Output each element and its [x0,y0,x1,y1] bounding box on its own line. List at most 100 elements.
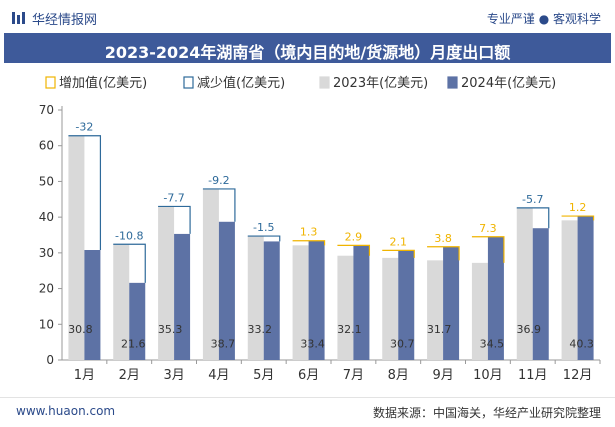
change-label: -10.8 [115,229,143,242]
legend-swatch-4 [447,76,458,89]
top-bar: 华经情报网 专业严谨 ● 客观科学 [0,0,615,33]
y-tick-label: 10 [39,317,54,331]
bar-2023 [382,257,399,360]
bar-2023 [158,206,175,360]
bar-2024 [532,228,549,360]
legend-swatch-2 [183,76,194,89]
legend-label-4: 2024年(亿美元) [461,76,556,91]
labels: -32 30.8 -10.8 21.6 -7.7 35.3 -9.2 38.7 -1.5 33.2… [68,121,594,351]
decrease-marker [247,235,281,242]
value-label-2024: 21.6 [121,338,146,351]
change-label: -7.7 [163,191,184,204]
change-label: 2.9 [345,230,363,243]
axes: 0 10 20 30 40 50 60 70 1月 2月 3月 4月 5月 6月 7月 8月 9月 10月 11月 1… [39,103,601,383]
legend-label-1: 增加值(亿美元) [59,75,147,91]
bar-2023 [113,244,130,360]
legend-swatch-3 [319,76,330,89]
increase-marker [292,240,326,246]
bar-2024 [129,282,146,360]
bar-2023 [516,207,533,360]
x-tick-label: 6月 [298,368,319,383]
bar-2024 [263,241,280,360]
y-tick-label: 50 [39,174,54,188]
y-tick-label: 20 [39,282,54,296]
bar-2024 [174,233,191,360]
x-tick-label: 10月 [473,368,503,383]
value-label-2024: 34.5 [480,338,505,351]
change-label: -9.2 [208,174,229,187]
bar-2024 [218,221,235,360]
value-label-2024: 36.9 [517,323,542,336]
x-tick-label: 8月 [388,368,409,383]
bar-2024 [443,246,460,360]
change-label: 1.3 [300,226,318,239]
value-label-2024: 31.7 [427,323,452,336]
change-label: -32 [75,121,93,134]
decrease-marker [68,135,102,250]
bar-2023 [471,262,488,360]
chart-title: 2023-2024年湖南省（境内目的地/货源地）月度出口额 [104,43,511,62]
x-tick-label: 5月 [253,368,274,383]
y-tick-label: 70 [39,103,54,117]
bar-2024 [353,245,370,360]
y-tick-label: 60 [39,139,54,153]
bar-2023 [427,260,444,360]
increase-marker [427,246,460,261]
footer: www.huaon.com 数据来源：中国海关，华经产业研究院整理 [0,397,615,427]
value-label-2024: 35.3 [158,323,183,336]
value-label-2024: 33.4 [300,338,325,351]
x-tick-label: 11月 [518,368,548,383]
bar-2024 [487,236,504,360]
value-label-2024: 32.1 [337,323,362,336]
legend: 增加值(亿美元) 减少值(亿美元) 2023年(亿美元) 2024年(亿美元) [45,75,556,91]
y-tick-label: 0 [46,353,54,367]
y-tick-label: 30 [39,246,54,260]
change-label: 2.1 [390,235,408,248]
logo-icon [12,12,25,24]
increase-marker [382,249,415,258]
increase-marker [561,215,595,221]
x-tick-label: 4月 [208,368,229,383]
x-tick-label: 1月 [74,368,95,383]
change-label: 3.8 [434,232,452,245]
decrease-marker [158,205,191,234]
bar-2023 [337,255,354,360]
bar-2024 [308,240,325,360]
bar-2023 [292,245,309,360]
x-tick-label: 9月 [432,368,453,383]
footer-site: www.huaon.com [16,404,116,418]
tagline: 专业严谨 ● 客观科学 [486,12,601,26]
decrease-marker [516,207,550,229]
bar-2023 [561,220,578,360]
bar-2023 [68,135,85,360]
change-label: -1.5 [253,221,274,234]
value-label-2024: 38.7 [211,338,236,351]
bar-2023 [202,188,219,360]
x-tick-label: 3月 [163,368,184,383]
value-label-2024: 40.3 [569,338,594,351]
legend-swatch-1 [45,76,56,89]
change-label: -5.7 [522,193,543,206]
decrease-marker [113,243,146,283]
bars [68,135,595,360]
value-label-2024: 33.2 [248,323,273,336]
bar-2024 [84,250,101,360]
brand-name: 华经情报网 [32,13,98,28]
increase-marker [337,244,371,256]
x-tick-label: 2月 [119,368,140,383]
change-label: 1.2 [569,201,587,214]
bar-2024 [577,216,594,360]
decrease-marker [202,188,236,222]
change-label: 7.3 [479,222,497,235]
increase-marker [471,236,505,263]
footer-source: 数据来源：中国海关，华经产业研究院整理 [372,406,601,420]
chart: 增加值(亿美元) 减少值(亿美元) 2023年(亿美元) 2024年(亿美元) 0 10… [39,75,601,383]
title-bar: 2023-2024年湖南省（境内目的地/货源地）月度出口额 [4,33,611,63]
value-label-2024: 30.7 [390,338,415,351]
bar-2023 [247,236,264,360]
x-tick-label: 12月 [563,368,593,383]
x-tick-label: 7月 [343,368,364,383]
legend-label-2: 减少值(亿美元) [197,75,285,91]
y-tick-label: 40 [39,210,54,224]
value-label-2024: 30.8 [68,323,93,336]
